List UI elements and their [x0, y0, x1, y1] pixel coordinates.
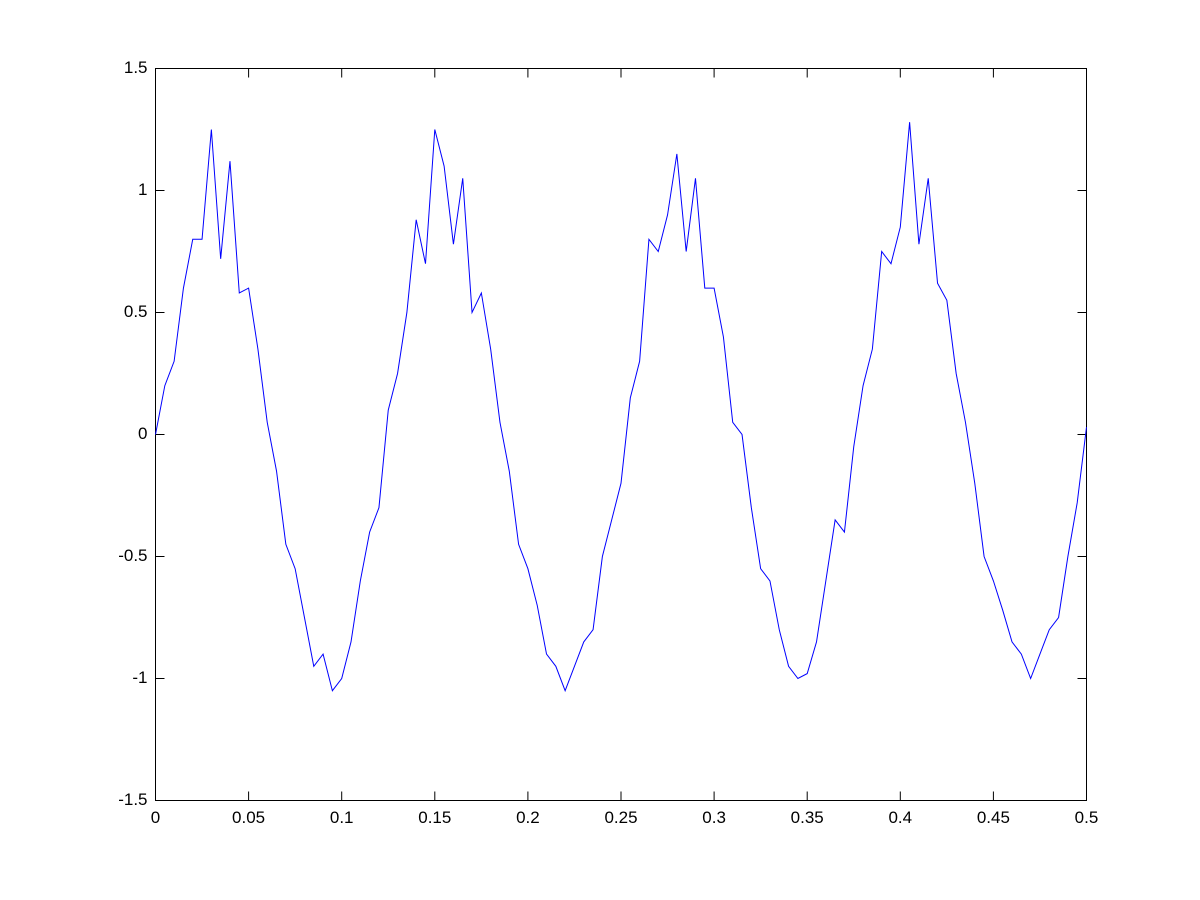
x-tick-label: 0.1: [330, 808, 354, 827]
y-tick-label: 1.5: [124, 58, 148, 77]
data-line: [155, 122, 1087, 693]
y-tick-label: -1: [132, 668, 147, 687]
x-tick-label: 0.4: [888, 808, 912, 827]
x-tick-label: 0: [151, 808, 160, 827]
x-tick-label: 0.45: [977, 808, 1010, 827]
x-tick-label: 0.3: [702, 808, 726, 827]
x-tick-label: 0.05: [232, 808, 265, 827]
y-tick-label: 0: [138, 424, 147, 443]
y-tick-label: -1.5: [118, 790, 147, 809]
y-tick-label: 0.5: [124, 302, 148, 321]
x-tick-label: 0.35: [791, 808, 824, 827]
x-tick-label: 0.5: [1075, 808, 1099, 827]
plot-box: [155, 68, 1087, 801]
x-tick-label: 0.15: [418, 808, 451, 827]
x-tick-label: 0.25: [604, 808, 637, 827]
y-tick-label: 1: [138, 180, 147, 199]
x-tick-label: 0.2: [516, 808, 540, 827]
y-tick-label: -0.5: [118, 546, 147, 565]
